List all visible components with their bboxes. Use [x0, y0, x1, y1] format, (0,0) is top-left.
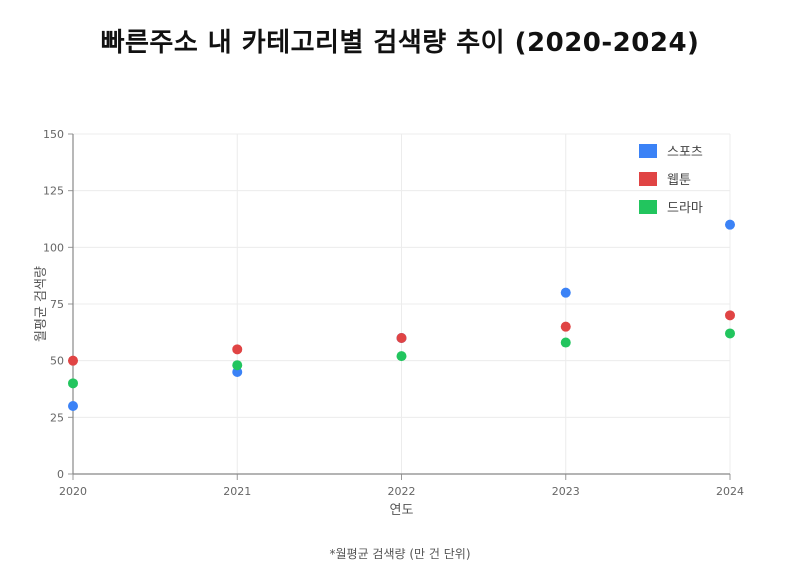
- legend-label: 웹툰: [667, 173, 691, 188]
- x-tick-label: 2020: [59, 485, 87, 498]
- axes: [68, 133, 731, 480]
- legend-swatch: [639, 172, 657, 186]
- x-tick-label: 2023: [552, 485, 580, 498]
- x-tick-label: 2022: [388, 485, 416, 498]
- y-tick-label: 100: [43, 241, 64, 254]
- data-point: [232, 344, 243, 355]
- data-point: [232, 360, 243, 371]
- x-tick-label: 2024: [716, 485, 744, 498]
- data-point: [725, 219, 735, 230]
- y-tick-label: 25: [50, 411, 64, 424]
- legend-swatch: [639, 144, 657, 158]
- tick-labels: 0 25 50 75 100 125 150 2020 2021 2022 2023 2024: [43, 128, 744, 498]
- y-tick-label: 150: [43, 128, 64, 141]
- data-point: [396, 333, 407, 343]
- legend-swatch: [639, 200, 657, 214]
- data-point: [725, 328, 735, 339]
- y-tick-label: 125: [43, 185, 64, 198]
- grid-lines: [73, 133, 731, 474]
- y-axis-title: 월평균 검색량: [34, 266, 49, 342]
- data-point: [560, 337, 571, 348]
- footnote: *월평균 검색량 (만 건 단위): [329, 547, 471, 561]
- data-point: [68, 378, 78, 389]
- data-point: [725, 310, 735, 321]
- data-point: [68, 355, 78, 366]
- y-tick-label: 75: [50, 298, 64, 311]
- x-axis-title: 연도: [390, 503, 414, 518]
- data-point: [68, 401, 78, 411]
- chart-title: 빠른주소 내 카테고리별 검색량 추이 (2020-2024): [100, 28, 700, 58]
- data-point: [396, 351, 407, 362]
- data-point: [560, 321, 571, 332]
- y-tick-label: 50: [50, 355, 64, 368]
- data-point: [560, 287, 571, 298]
- y-tick-label: 0: [57, 468, 64, 481]
- legend-label: 드라마: [667, 201, 703, 216]
- legend-label: 스포츠: [667, 145, 703, 160]
- data-points: [68, 219, 735, 411]
- x-tick-label: 2021: [223, 485, 251, 498]
